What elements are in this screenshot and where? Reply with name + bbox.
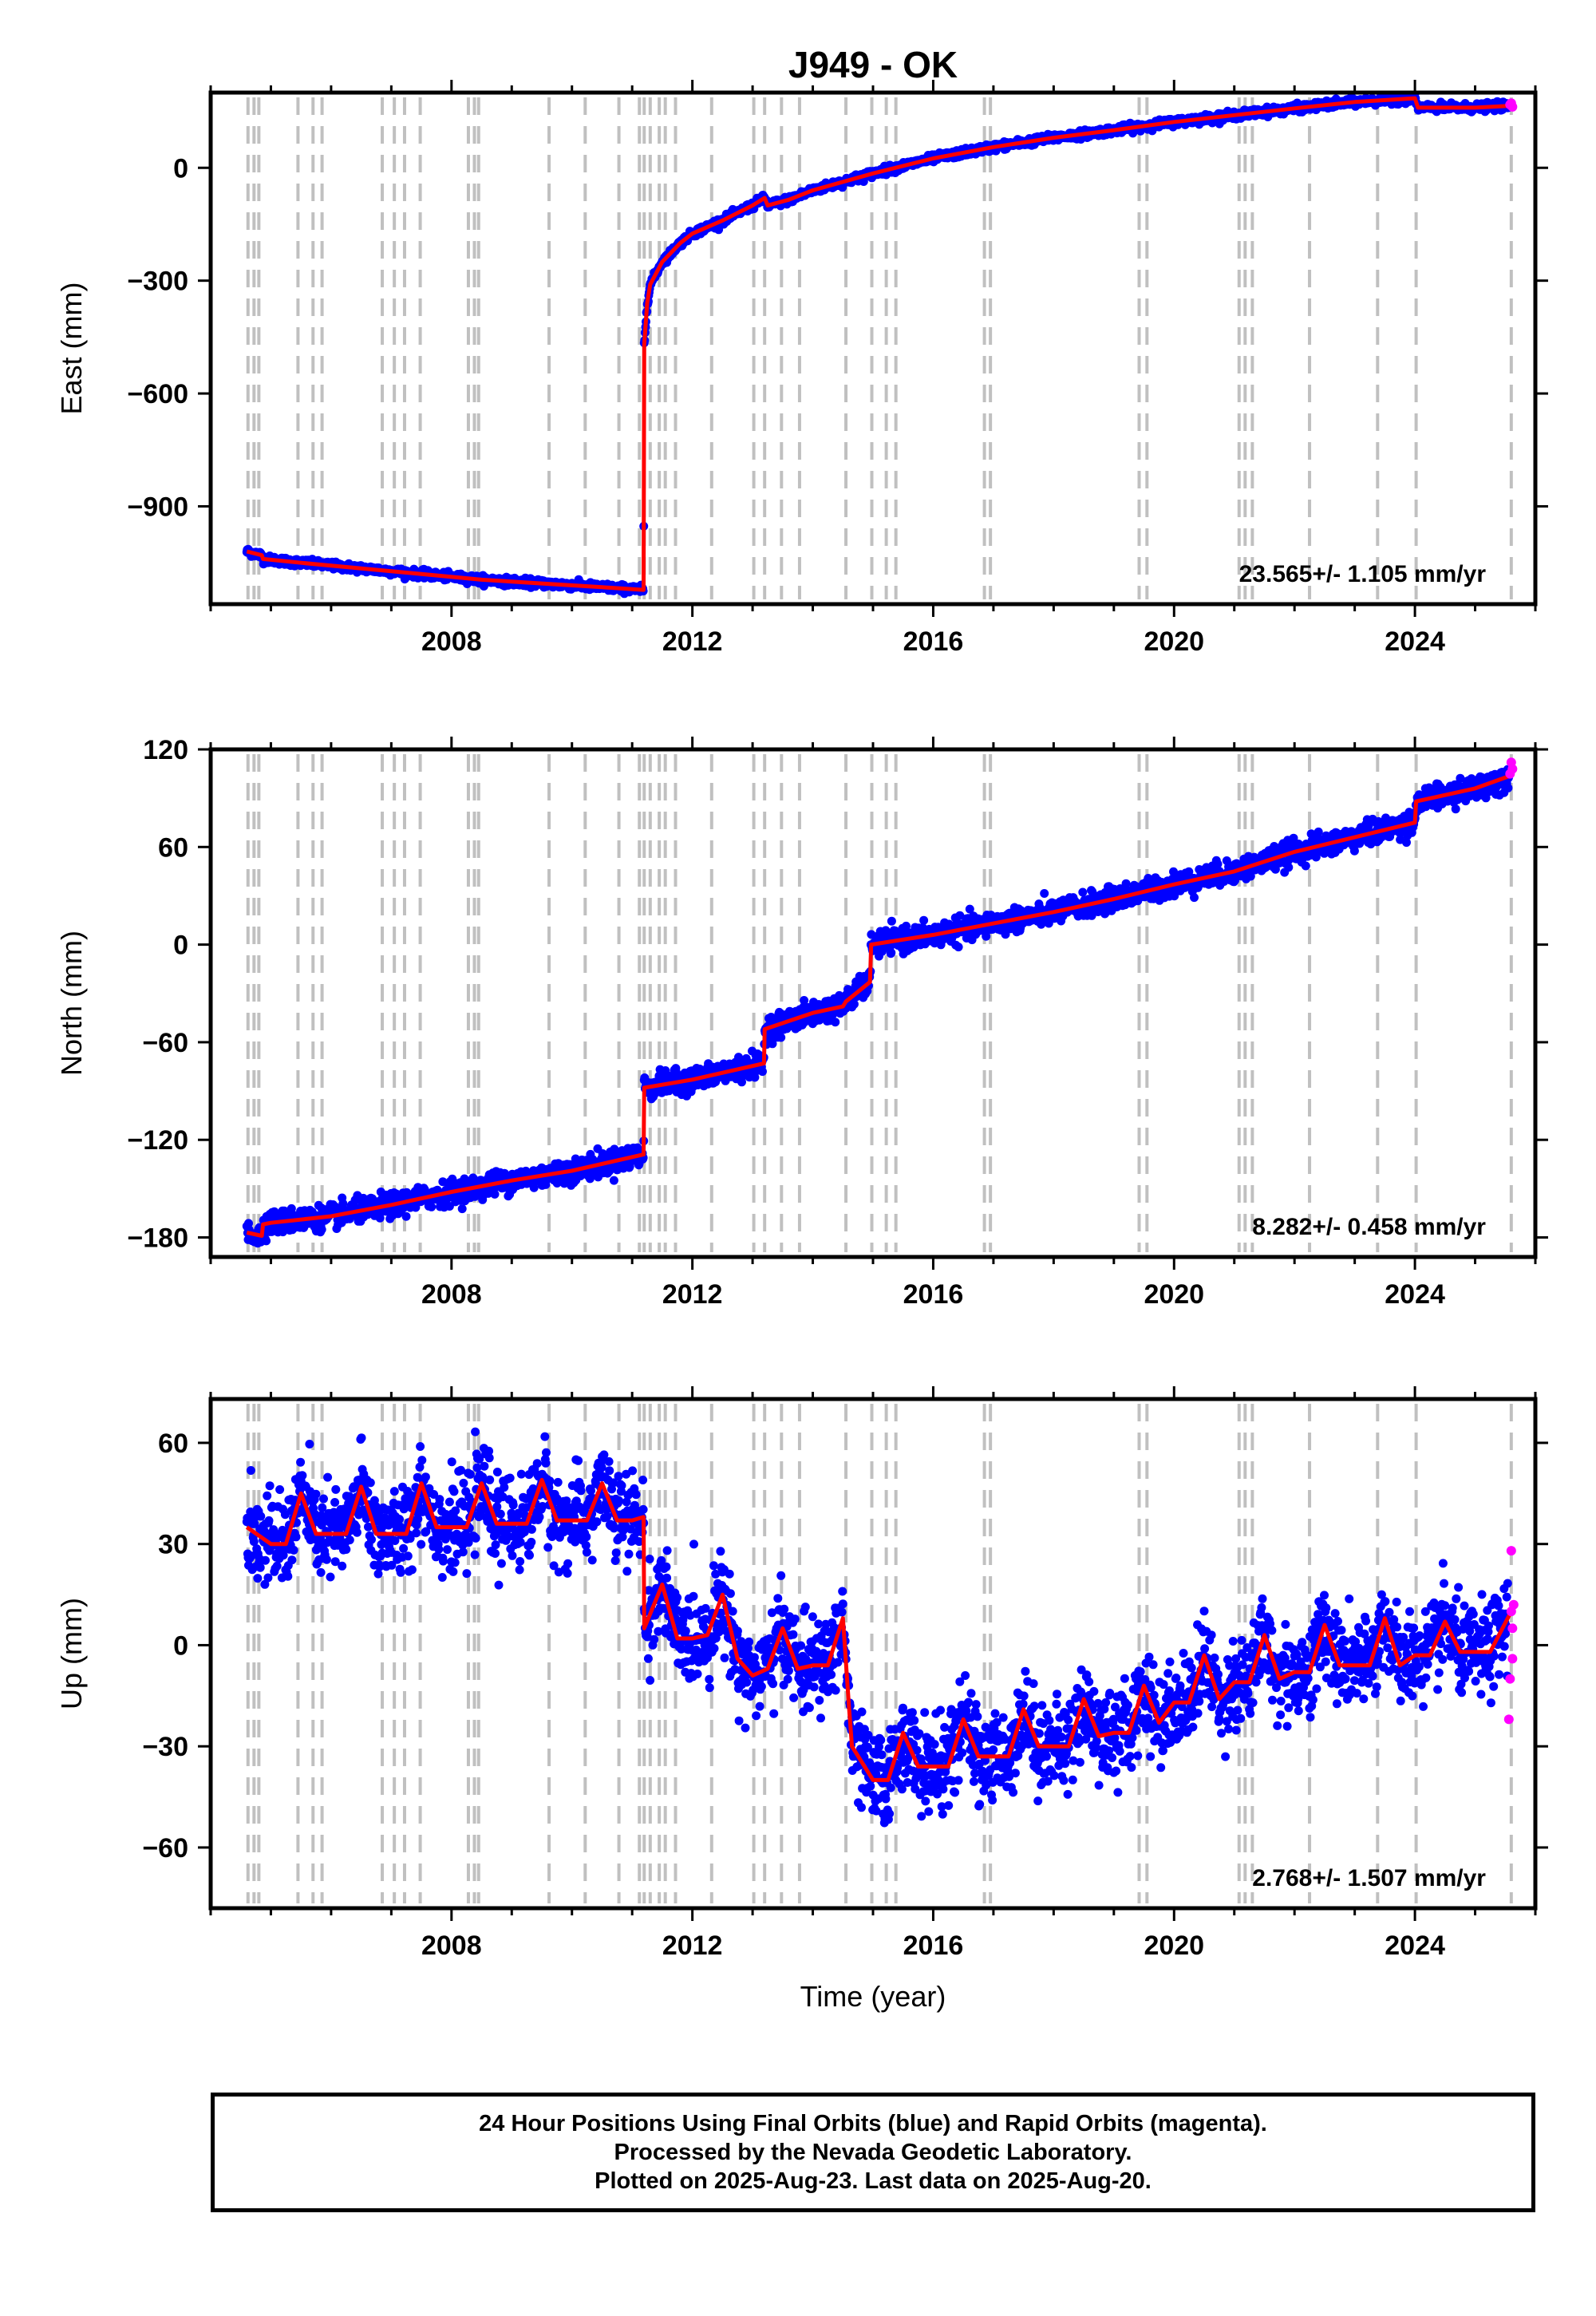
- final-orbit-points: [242, 93, 1513, 599]
- x-tick-label: 2008: [421, 626, 482, 657]
- data-point: [1078, 887, 1088, 897]
- data-point: [954, 943, 963, 952]
- data-point: [902, 921, 911, 931]
- data-point: [982, 931, 991, 941]
- data-point: [758, 1067, 767, 1077]
- event-lines: [246, 754, 1513, 1252]
- data-point: [800, 996, 809, 1005]
- data-point: [411, 1203, 421, 1212]
- plot-area: [242, 93, 1518, 599]
- panel-east: 2008 2012 2016 2020 2024 0 −300 −600 −900 East (m…: [55, 80, 1548, 657]
- chart-title: J949 - OK: [788, 44, 958, 85]
- plot-area: [242, 757, 1518, 1248]
- data-point: [529, 1183, 539, 1192]
- final-orbit-points: [242, 765, 1513, 1248]
- data-point: [317, 1225, 326, 1235]
- y-tick-label: −300: [127, 267, 188, 297]
- data-point: [609, 1176, 618, 1185]
- data-point: [849, 999, 859, 1009]
- data-point: [1040, 889, 1049, 898]
- rapid-orbit-points: [1505, 98, 1518, 112]
- data-point: [768, 1039, 777, 1049]
- y-axis-label: East (mm): [55, 283, 88, 415]
- data-point: [919, 915, 929, 925]
- rate-annotation: 23.565+/- 1.105 mm/yr: [1239, 561, 1487, 587]
- y-tick-label: 0: [173, 153, 188, 184]
- panels: 2008 2012 2016 2020 2024 0 −300 −600 −900 East (m…: [55, 80, 1548, 1961]
- data-point: [457, 1204, 467, 1214]
- x-tick-label: 2012: [662, 626, 723, 657]
- event-lines: [246, 97, 1513, 599]
- data-point: [965, 904, 974, 914]
- data-point: [262, 1236, 271, 1246]
- model-line: [246, 96, 1511, 592]
- x-tick-label: 2020: [1144, 626, 1204, 657]
- rapid-point: [1507, 101, 1518, 112]
- data-point: [490, 1189, 500, 1199]
- data-point: [1121, 879, 1131, 888]
- x-tick-label: 2024: [1385, 626, 1445, 657]
- data-point: [737, 1077, 746, 1087]
- panel-north: 2008 2012 2016 2020 2024120600−60−120−180Nor…: [55, 735, 1548, 1310]
- data-point: [750, 1073, 760, 1082]
- data-point: [776, 1033, 786, 1042]
- data-point: [401, 1211, 411, 1221]
- y-tick-label: −600: [127, 379, 188, 409]
- y-tick-label: −900: [127, 492, 188, 522]
- data-point: [427, 1202, 437, 1211]
- data-point: [831, 1018, 840, 1027]
- data-point: [887, 948, 896, 958]
- x-tick-label: 2016: [903, 626, 964, 657]
- data-point: [887, 916, 896, 926]
